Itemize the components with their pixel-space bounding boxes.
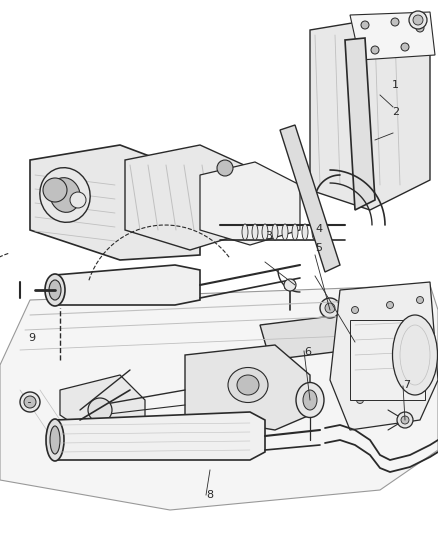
Circle shape [417, 296, 424, 303]
Circle shape [20, 392, 40, 412]
Circle shape [43, 178, 67, 202]
Polygon shape [60, 375, 145, 435]
Circle shape [371, 46, 379, 54]
Polygon shape [0, 285, 438, 510]
Circle shape [391, 18, 399, 26]
Ellipse shape [292, 224, 298, 240]
Ellipse shape [302, 224, 308, 240]
Ellipse shape [392, 315, 438, 395]
Circle shape [413, 15, 423, 25]
Circle shape [88, 398, 112, 422]
Bar [350, 320, 425, 400]
Ellipse shape [50, 177, 80, 212]
Ellipse shape [400, 325, 430, 385]
Circle shape [401, 416, 409, 424]
Circle shape [386, 302, 393, 309]
Ellipse shape [242, 224, 248, 240]
Polygon shape [55, 412, 265, 460]
Polygon shape [280, 125, 340, 272]
Ellipse shape [303, 390, 317, 410]
Circle shape [217, 160, 233, 176]
Ellipse shape [252, 224, 258, 240]
Text: 9: 9 [28, 334, 35, 343]
Polygon shape [30, 145, 200, 260]
Polygon shape [125, 145, 255, 250]
Polygon shape [260, 310, 390, 360]
Ellipse shape [45, 274, 65, 306]
Text: 2: 2 [392, 107, 399, 117]
Circle shape [325, 303, 335, 313]
Polygon shape [330, 282, 438, 430]
Circle shape [352, 306, 358, 313]
Polygon shape [310, 15, 430, 210]
Polygon shape [200, 162, 300, 245]
Circle shape [357, 397, 364, 403]
Text: 4: 4 [315, 224, 322, 234]
Polygon shape [55, 265, 200, 305]
Ellipse shape [312, 224, 318, 240]
Circle shape [409, 11, 427, 29]
Text: 1: 1 [392, 80, 399, 90]
Text: 5: 5 [315, 244, 322, 253]
Ellipse shape [50, 426, 60, 454]
Circle shape [401, 43, 409, 51]
Circle shape [284, 279, 296, 291]
Polygon shape [350, 12, 435, 60]
Ellipse shape [296, 383, 324, 417]
Ellipse shape [237, 375, 259, 395]
Ellipse shape [46, 419, 64, 461]
Text: 6: 6 [304, 347, 311, 357]
Bar [350, 340, 390, 358]
Text: 8: 8 [206, 490, 213, 499]
Text: 3: 3 [265, 231, 272, 240]
Circle shape [416, 24, 424, 32]
Ellipse shape [40, 168, 90, 222]
Text: 7: 7 [403, 380, 410, 390]
Circle shape [24, 396, 36, 408]
Polygon shape [345, 38, 375, 210]
Circle shape [320, 298, 340, 318]
Circle shape [397, 412, 413, 428]
Circle shape [361, 21, 369, 29]
Circle shape [392, 392, 399, 399]
Ellipse shape [262, 224, 268, 240]
Circle shape [70, 192, 86, 208]
Ellipse shape [49, 280, 61, 300]
Ellipse shape [272, 224, 278, 240]
Polygon shape [185, 345, 310, 430]
Ellipse shape [282, 224, 288, 240]
Ellipse shape [228, 367, 268, 402]
